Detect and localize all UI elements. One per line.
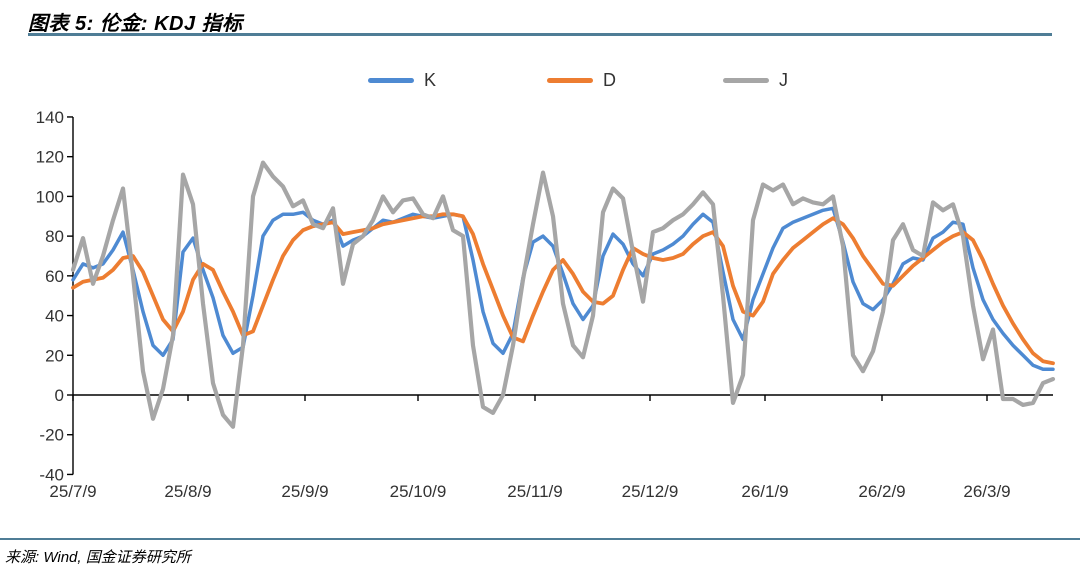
legend-item-k: K (368, 69, 436, 91)
y-tick-label: 80 (45, 227, 64, 246)
legend-swatch-j (723, 77, 769, 83)
figure-title: 图表 5: 伦金: KDJ 指标 (28, 13, 243, 35)
x-tick-label: 25/12/9 (622, 482, 679, 501)
legend-label: K (424, 69, 437, 90)
legend-swatch-d (547, 77, 593, 83)
legend-label: D (603, 69, 616, 90)
y-tick-label: 0 (55, 386, 64, 405)
y-tick-label: 60 (45, 267, 64, 286)
x-tick-label: 26/3/9 (963, 482, 1010, 501)
x-tick-label: 25/9/9 (281, 482, 328, 501)
y-tick-label: 140 (36, 108, 64, 127)
legend-swatch-k (368, 77, 414, 83)
legend-item-d: D (547, 69, 616, 91)
x-tick-label: 25/8/9 (164, 482, 211, 501)
series-line-j (70, 160, 1056, 429)
y-tick-label: -20 (39, 426, 64, 445)
x-tick-label: 26/2/9 (858, 482, 905, 501)
y-tick-label: 100 (36, 187, 64, 206)
footer-rule (0, 538, 1080, 540)
x-tick-label: 25/10/9 (390, 482, 447, 501)
series-line-d (71, 212, 1055, 366)
x-tick-label: 25/7/9 (49, 482, 96, 501)
y-tick-label: 40 (45, 307, 64, 326)
series-line-k (71, 206, 1055, 371)
source-note: 来源: Wind, 国金证券研究所 (5, 549, 191, 566)
y-tick-label: 20 (45, 346, 64, 365)
title-rule (28, 33, 1052, 36)
y-tick-label: 120 (36, 148, 64, 167)
legend-item-j: J (723, 69, 788, 91)
y-tick-label: -40 (39, 465, 64, 484)
x-tick-label: 26/1/9 (741, 482, 788, 501)
x-tick-label: 25/11/9 (507, 482, 562, 501)
legend-label: J (779, 69, 788, 90)
